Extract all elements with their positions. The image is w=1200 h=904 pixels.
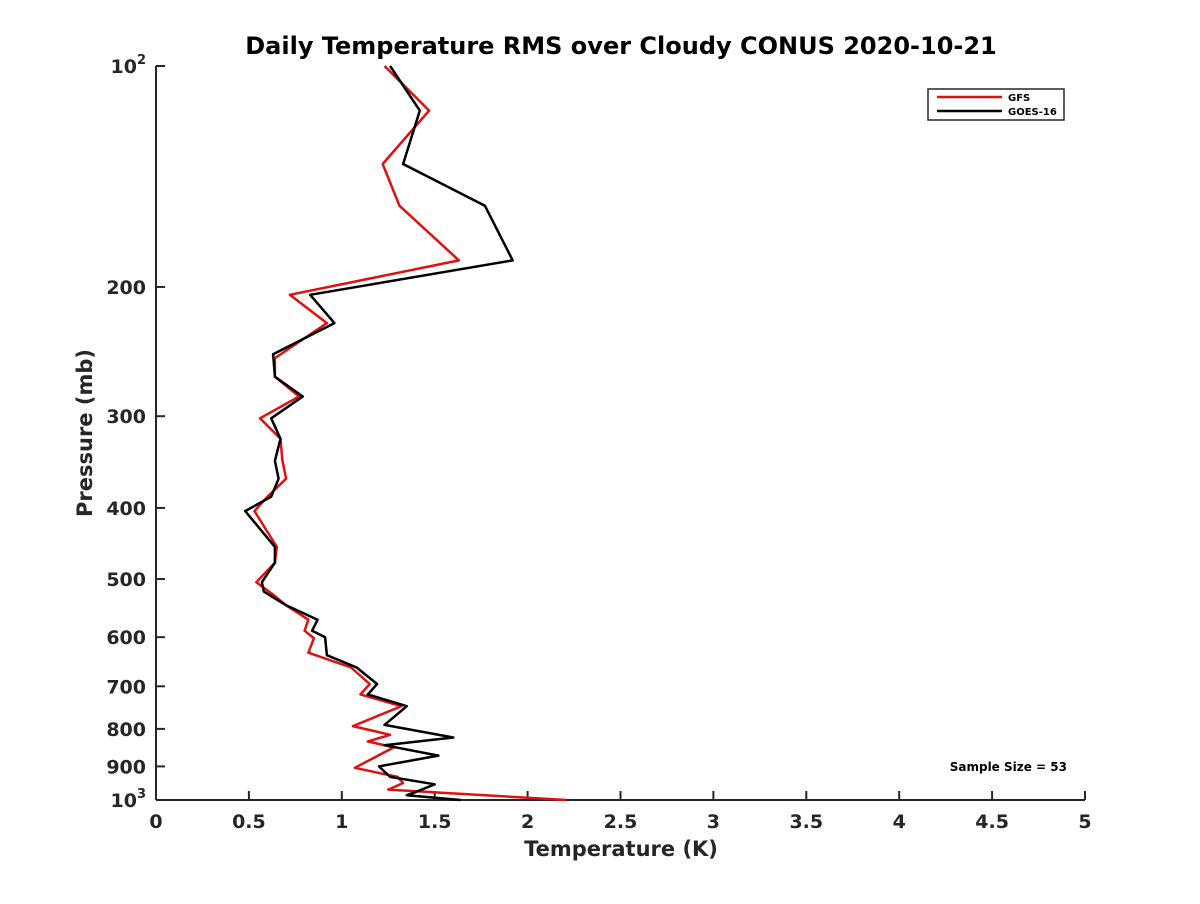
y-tick-label: 400 — [106, 498, 146, 520]
x-tick-label: 3 — [707, 811, 720, 833]
y-axis-label: Pressure (mb) — [73, 349, 97, 517]
legend: GFS GOES-16 — [927, 88, 1065, 121]
series-line-goes-16 — [243, 65, 514, 802]
y-tick-label: 300 — [106, 406, 146, 428]
x-tick-label: 1.5 — [418, 811, 452, 833]
legend-label: GFS — [1008, 93, 1030, 104]
x-tick-label: 0.5 — [232, 811, 266, 833]
x-tick-label: 2.5 — [604, 811, 638, 833]
x-tick-label: 4.5 — [975, 811, 1009, 833]
x-axis-label: Temperature (K) — [524, 837, 718, 861]
x-tick-label: 5 — [1078, 811, 1091, 833]
sample-size-annotation: Sample Size = 53 — [950, 760, 1067, 774]
y-tick-label: 200 — [106, 277, 146, 299]
y-tick-label: 900 — [106, 756, 146, 778]
chart-title: Daily Temperature RMS over Cloudy CONUS … — [245, 32, 997, 60]
x-tick-label: 4 — [893, 811, 906, 833]
y-tick-label: 500 — [106, 569, 146, 591]
y-tick-label: 700 — [106, 676, 146, 698]
legend-box — [927, 88, 1065, 121]
series-line-gfs — [253, 65, 567, 802]
x-tick-label: 2 — [521, 811, 534, 833]
x-tick-label: 3.5 — [789, 811, 823, 833]
y-tick-label: 800 — [106, 719, 146, 741]
y-tick-label: 600 — [106, 627, 146, 649]
x-tick-label: 1 — [335, 811, 348, 833]
y-tick-label: 103 — [111, 787, 147, 812]
plot-area: 0 0.5 1 1.5 2 2.5 3 3.5 4 4.5 5 102 200 300 400 500 600 7… — [106, 53, 1091, 833]
legend-label: GOES-16 — [1008, 107, 1057, 118]
x-tick-label: 0 — [149, 811, 162, 833]
y-tick-label: 102 — [111, 53, 147, 78]
